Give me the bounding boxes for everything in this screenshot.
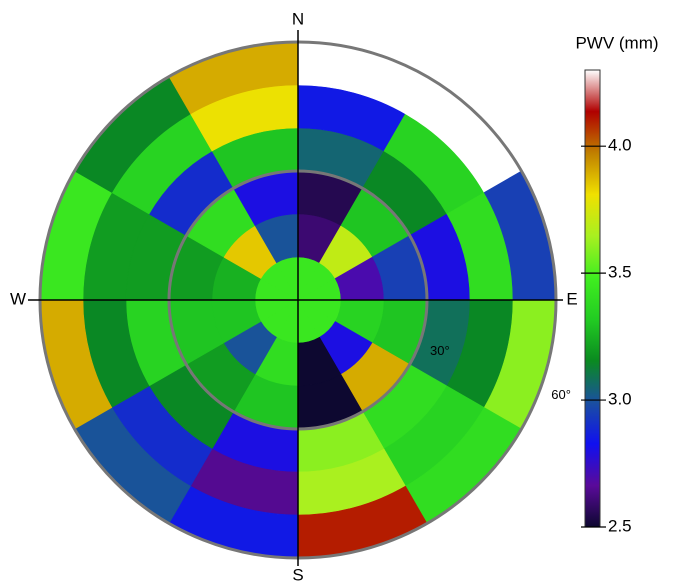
direction-label: N bbox=[292, 9, 304, 28]
direction-label: E bbox=[566, 289, 577, 308]
colorbar bbox=[584, 69, 601, 528]
range-label: 60° bbox=[551, 387, 571, 402]
direction-label: S bbox=[292, 565, 303, 584]
colorbar-tick-label: 3.0 bbox=[608, 390, 632, 409]
colorbar-tick-label: 2.5 bbox=[608, 516, 632, 535]
direction-label: W bbox=[10, 289, 26, 308]
colorbar-label: PWV (mm) bbox=[575, 33, 658, 52]
range-label: 30° bbox=[430, 343, 450, 358]
colorbar-tick-label: 3.5 bbox=[608, 263, 632, 282]
colorbar-tick-label: 4.0 bbox=[608, 136, 632, 155]
